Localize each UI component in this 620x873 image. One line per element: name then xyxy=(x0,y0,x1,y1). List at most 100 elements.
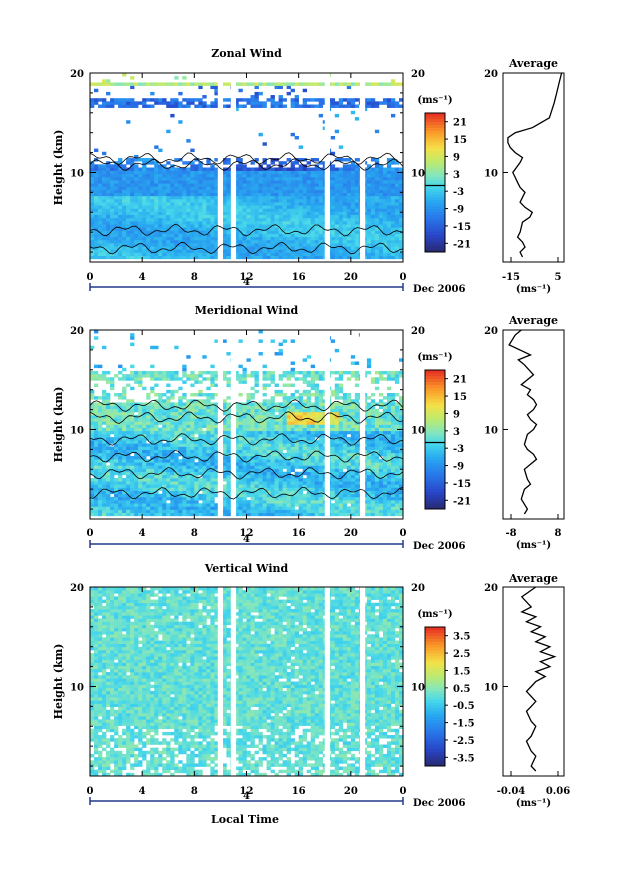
heatmap-cell xyxy=(286,239,291,244)
heatmap-cell xyxy=(258,91,263,96)
heatmap-cell xyxy=(314,227,320,231)
heatmap-cell xyxy=(102,170,107,175)
heatmap-cell xyxy=(98,205,103,209)
heatmap-cell xyxy=(166,161,171,165)
heatmap-cell xyxy=(90,456,95,460)
heatmap-cell xyxy=(138,255,143,260)
heatmap-cell xyxy=(246,183,251,187)
x-tick-label: 20 xyxy=(344,272,358,283)
heatmap-cell xyxy=(366,101,372,105)
heatmap-cell xyxy=(138,211,143,216)
heatmap-cell xyxy=(274,424,279,428)
heatmap-cell xyxy=(270,487,275,491)
heatmap-cell xyxy=(174,173,179,178)
heatmap-cell xyxy=(166,471,171,476)
heatmap-cell xyxy=(134,217,139,222)
heatmap-cell xyxy=(298,456,303,460)
heatmap-cell xyxy=(174,98,179,102)
heatmap-cell xyxy=(94,396,99,400)
heatmap-cell xyxy=(262,227,267,231)
heatmap-cell xyxy=(226,221,231,225)
heatmap-cell xyxy=(378,202,384,206)
heatmap-cell xyxy=(222,449,227,454)
heatmap-cell xyxy=(162,427,167,432)
heatmap-cell xyxy=(210,421,215,425)
heatmap-cell xyxy=(206,370,211,375)
heatmap-cell xyxy=(134,249,139,253)
heatmap-cell xyxy=(122,490,127,495)
heatmap-cell xyxy=(122,427,127,432)
heatmap-cell xyxy=(222,500,227,504)
heatmap-cell xyxy=(158,183,163,187)
heatmap-cell xyxy=(270,252,275,256)
heatmap-cell xyxy=(134,243,139,247)
heatmap-cell xyxy=(138,170,143,175)
heatmap-cell xyxy=(98,214,103,219)
heatmap-cell xyxy=(154,430,159,435)
heatmap-cell xyxy=(242,408,247,413)
heatmap-cell xyxy=(146,249,151,253)
heatmap-cell xyxy=(98,509,103,513)
heatmap-cell xyxy=(158,252,163,256)
heatmap-cell xyxy=(298,104,303,108)
heatmap-cell xyxy=(290,374,295,378)
heatmap-cell xyxy=(182,205,187,209)
heatmap-cell xyxy=(138,500,143,504)
heatmap-cell xyxy=(350,186,356,190)
heatmap-cell xyxy=(270,214,275,219)
heatmap-cell xyxy=(210,211,215,216)
heatmap-cell xyxy=(250,243,255,247)
heatmap-cell xyxy=(114,199,119,203)
heatmap-cell xyxy=(174,246,179,250)
heatmap-cell xyxy=(390,246,396,250)
heatmap-cell xyxy=(118,496,123,501)
heatmap-cell xyxy=(158,246,163,250)
heatmap-cell xyxy=(98,427,103,432)
heatmap-cell xyxy=(198,443,203,447)
heatmap-cell xyxy=(138,173,143,178)
heatmap-cell xyxy=(138,421,143,425)
heatmap-cell xyxy=(290,437,295,441)
heatmap-cell xyxy=(142,101,147,105)
heatmap-cell xyxy=(118,180,123,184)
heatmap-cell xyxy=(354,173,360,178)
heatmap-cell xyxy=(166,249,171,253)
heatmap-cell xyxy=(282,205,287,209)
heatmap-cell xyxy=(290,424,295,428)
heatmap-cell xyxy=(90,180,95,184)
heatmap-cell xyxy=(94,202,99,206)
heatmap-cell xyxy=(170,512,175,517)
heatmap-cell xyxy=(118,424,123,428)
heatmap-cell xyxy=(150,424,155,428)
heatmap-cell xyxy=(342,98,348,102)
heatmap-cell xyxy=(286,415,291,419)
heatmap-cell xyxy=(210,446,215,450)
heatmap-cell xyxy=(154,202,159,206)
heatmap-cell xyxy=(90,208,95,212)
heatmap-cell xyxy=(90,484,95,488)
heatmap-cell xyxy=(234,456,239,460)
heatmap-cell xyxy=(146,176,151,181)
heatmap-cell xyxy=(290,496,295,501)
heatmap-cell xyxy=(166,433,171,438)
heatmap-cell xyxy=(122,170,127,175)
heatmap-cell xyxy=(106,399,111,403)
heatmap-cell xyxy=(98,199,103,203)
colorbar-segment xyxy=(425,170,445,175)
heatmap-cell xyxy=(90,393,95,397)
heatmap-cell xyxy=(206,176,211,181)
heatmap-cell xyxy=(222,239,227,244)
heatmap-cell xyxy=(274,214,279,219)
heatmap-cell xyxy=(270,95,275,99)
heatmap-cell xyxy=(166,252,171,256)
heatmap-cell xyxy=(134,427,139,432)
heatmap-cell xyxy=(290,393,295,397)
heatmap-cell xyxy=(190,252,195,256)
heatmap-cell xyxy=(246,180,251,184)
heatmap-cell xyxy=(142,173,147,178)
heatmap-cell xyxy=(146,227,151,231)
heatmap-cell xyxy=(298,474,303,479)
heatmap-cell xyxy=(310,236,316,241)
heatmap-cell xyxy=(106,493,111,498)
heatmap-cell xyxy=(110,446,115,450)
